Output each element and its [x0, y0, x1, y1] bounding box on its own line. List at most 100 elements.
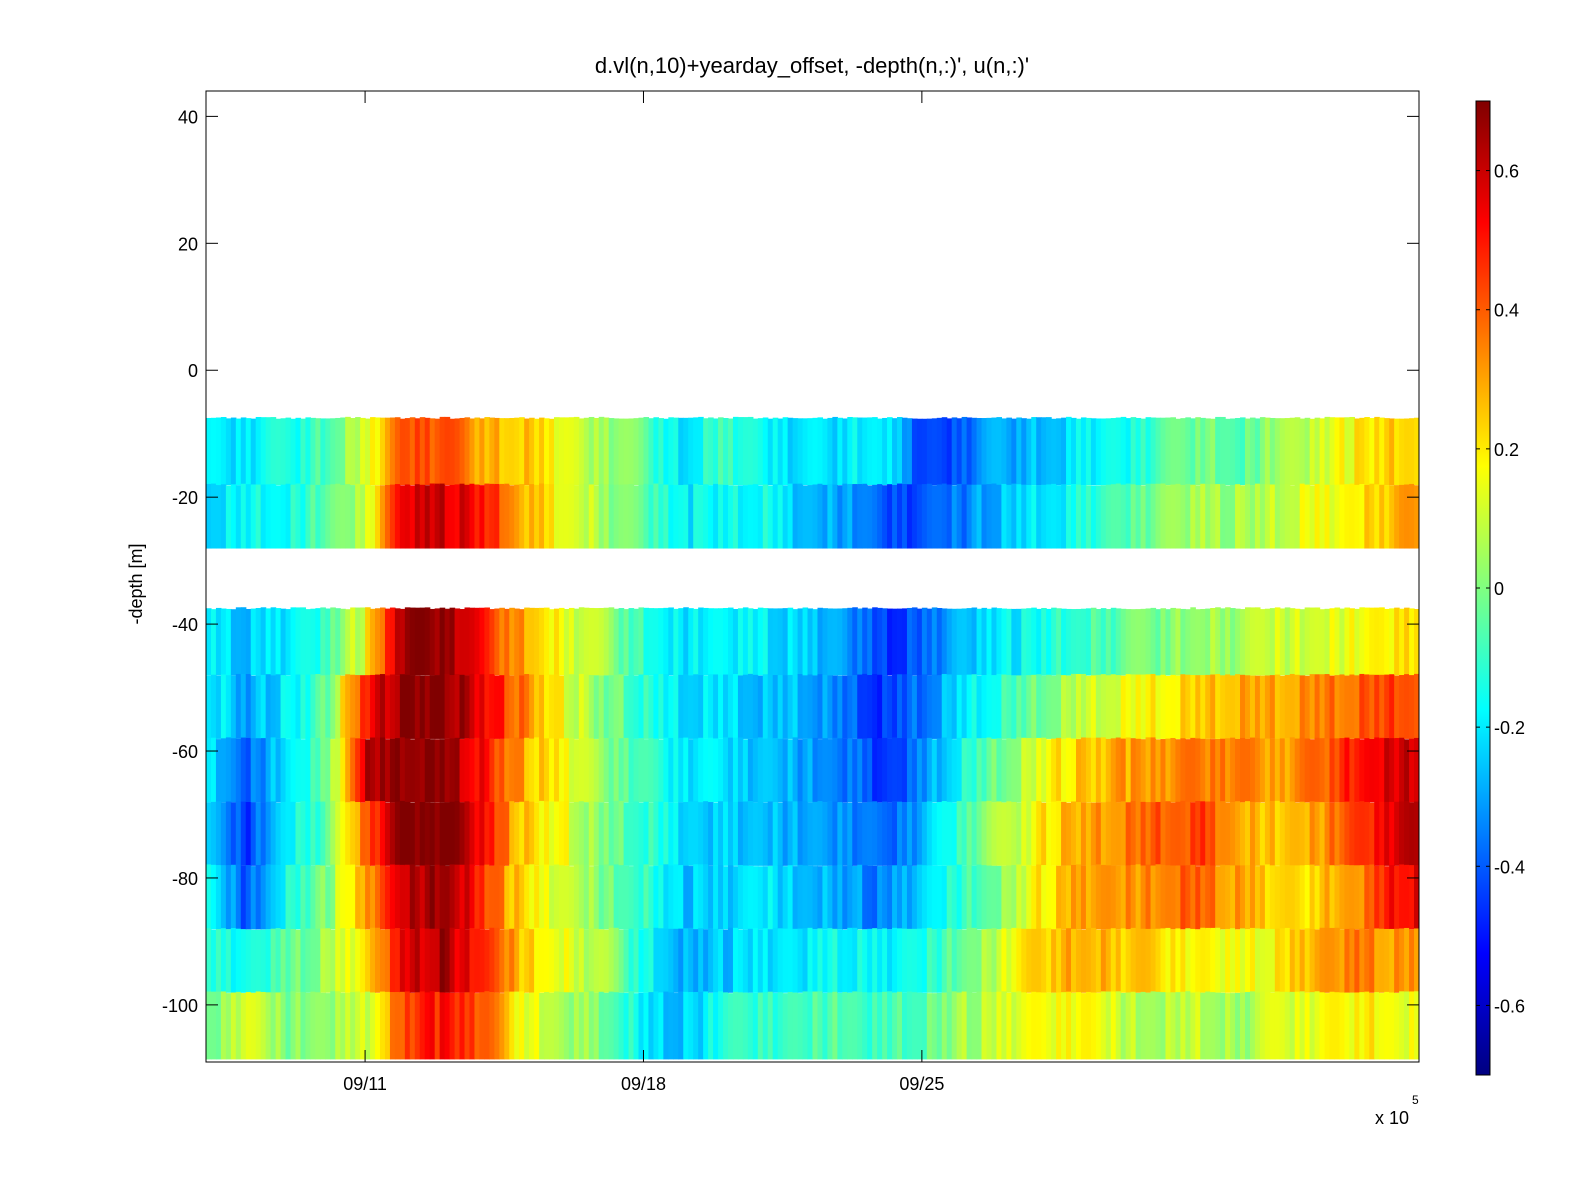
heatmap-cell — [260, 802, 267, 866]
heatmap-cell — [1379, 737, 1385, 803]
heatmap-cell — [882, 485, 888, 549]
heatmap-cell — [897, 674, 903, 739]
heatmap-cell — [1384, 801, 1390, 866]
heatmap-cell — [1155, 483, 1162, 549]
heatmap-cell — [1394, 607, 1400, 676]
heatmap-cell — [245, 674, 252, 739]
heatmap-cell — [529, 801, 535, 866]
heatmap-cell — [757, 929, 764, 993]
heatmap-cell — [409, 864, 416, 930]
heatmap-cell — [320, 675, 326, 739]
heatmap-cell — [737, 929, 744, 993]
heatmap-cell — [404, 607, 411, 676]
heatmap-cell — [230, 738, 237, 803]
heatmap-cell — [549, 801, 555, 866]
heatmap-cell — [206, 675, 212, 739]
heatmap-cell — [320, 484, 326, 549]
heatmap-cell — [673, 993, 679, 1060]
heatmap-cell — [399, 674, 406, 739]
heatmap-cell — [1150, 802, 1157, 866]
heatmap-cell — [1066, 675, 1072, 739]
heatmap-cell — [847, 738, 853, 803]
heatmap-cell — [931, 607, 938, 676]
heatmap-cell — [1080, 485, 1087, 549]
heatmap-cell — [573, 739, 580, 803]
heatmap-cell — [404, 674, 411, 739]
heatmap-cell — [847, 992, 853, 1060]
colorbar-tick-label: 0.4 — [1494, 301, 1519, 321]
heatmap-cell — [409, 675, 416, 739]
heatmap-cell — [797, 418, 804, 486]
heatmap-cell — [444, 802, 451, 866]
heatmap-cell — [887, 608, 893, 676]
heatmap-cell — [663, 484, 669, 549]
heatmap-cell — [1120, 675, 1127, 739]
heatmap-cell — [787, 674, 794, 739]
heatmap-cell — [882, 737, 888, 803]
heatmap-cell — [265, 992, 272, 1060]
heatmap-cell — [240, 674, 247, 739]
heatmap-cell — [514, 674, 520, 739]
heatmap-cell — [772, 865, 779, 930]
heatmap-cell — [489, 992, 495, 1060]
heatmap-cell — [628, 608, 635, 676]
heatmap-cell — [961, 608, 968, 676]
heatmap-cell — [1374, 416, 1380, 486]
heatmap-cell — [772, 802, 779, 866]
heatmap-cell — [737, 675, 744, 739]
heatmap-cell — [1061, 865, 1067, 930]
heatmap-cell — [593, 865, 600, 930]
heatmap-cell — [230, 484, 237, 549]
heatmap-cell — [350, 418, 356, 486]
heatmap-cell — [1001, 608, 1007, 676]
heatmap-cell — [1264, 675, 1271, 739]
heatmap-cell — [573, 485, 580, 549]
heatmap-cell — [459, 992, 466, 1060]
heatmap-cell — [1274, 418, 1281, 486]
heatmap-cell — [1011, 675, 1017, 739]
heatmap-cell — [469, 673, 476, 739]
heatmap-cell — [558, 675, 565, 739]
heatmap-cell — [1259, 484, 1266, 549]
heatmap-cell — [1269, 865, 1276, 930]
heatmap-cell — [240, 737, 247, 803]
heatmap-cell — [593, 485, 600, 549]
heatmap-cell — [588, 607, 595, 676]
heatmap-cell — [335, 864, 341, 930]
heatmap-cell — [215, 675, 222, 739]
heatmap-cell — [1359, 417, 1365, 486]
y-tick-label: -40 — [172, 615, 198, 635]
heatmap-cell — [996, 673, 1003, 739]
heatmap-cell — [1140, 801, 1147, 866]
heatmap-cell — [1170, 802, 1176, 866]
heatmap-cell — [837, 675, 843, 739]
heatmap-cell — [668, 417, 674, 486]
heatmap-cell — [305, 737, 311, 803]
heatmap-cell — [673, 928, 679, 993]
heatmap-cell — [384, 417, 391, 486]
heatmap-cell — [1309, 418, 1316, 486]
heatmap-cell — [936, 992, 943, 1060]
heatmap-cell — [1135, 609, 1142, 676]
heatmap-cell — [275, 802, 282, 866]
heatmap-cell — [1100, 737, 1107, 803]
heatmap-cell — [1314, 607, 1321, 676]
heatmap-cell — [752, 738, 759, 803]
heatmap-cell — [1240, 485, 1246, 549]
heatmap-cell — [1205, 864, 1211, 930]
heatmap-cell — [220, 991, 227, 1060]
heatmap-cell — [961, 991, 968, 1060]
heatmap-cell — [1135, 864, 1142, 930]
heatmap-cell — [1384, 485, 1390, 549]
heatmap-cell — [340, 484, 346, 549]
heatmap-cell — [464, 484, 471, 549]
heatmap-cell — [534, 865, 540, 930]
heatmap-cell — [206, 417, 212, 486]
heatmap-cell — [1294, 484, 1301, 549]
heatmap-cell — [1245, 929, 1251, 993]
heatmap-cell — [370, 992, 376, 1060]
heatmap-cell — [757, 675, 764, 739]
heatmap-cell — [901, 484, 908, 549]
heatmap-cell — [762, 484, 769, 549]
heatmap-cell — [340, 801, 346, 866]
